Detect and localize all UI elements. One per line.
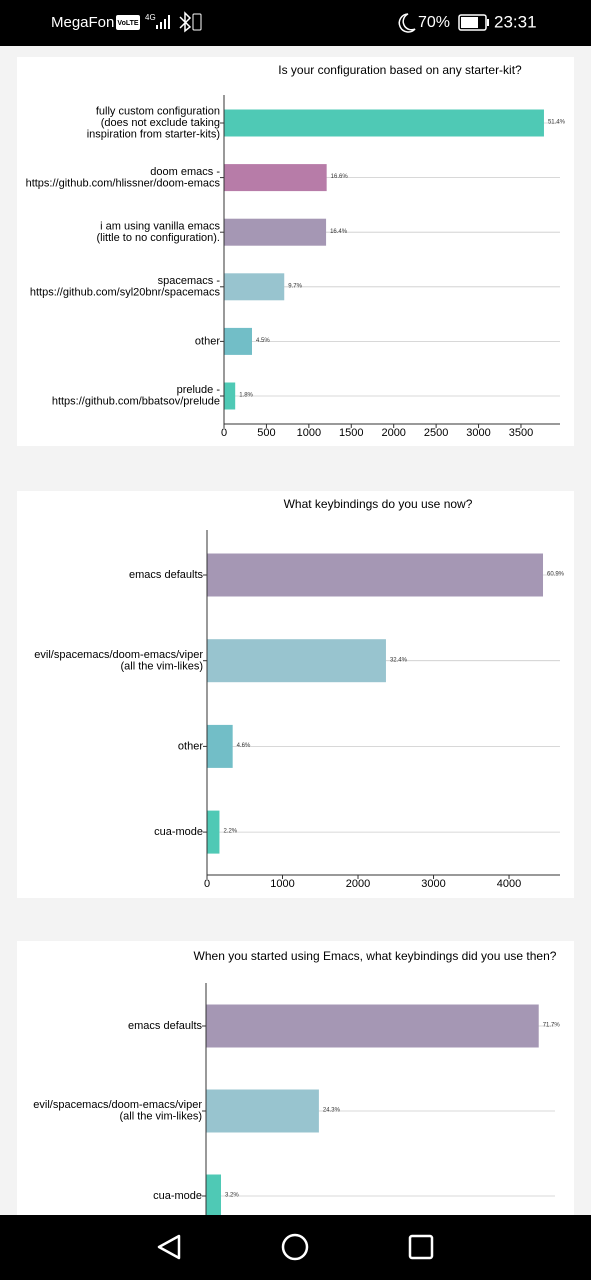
x-tick-label: 4000 <box>497 878 521 890</box>
category-label: https://github.com/hlissner/doom-emacs <box>26 177 221 189</box>
bar <box>207 810 220 854</box>
category-label: emacs defaults <box>128 1020 202 1032</box>
x-tick-label: 0 <box>204 878 210 890</box>
bar <box>206 1004 539 1048</box>
bar <box>206 1174 222 1215</box>
percent-label: 4.6% <box>237 743 251 749</box>
category-label: https://github.com/bbatsov/prelude <box>52 396 220 408</box>
chart-title: Is your configuration based on any start… <box>278 63 522 77</box>
percent-label: 1.8% <box>239 393 253 399</box>
x-tick-label: 1500 <box>339 427 363 439</box>
category-label: (all the vim-likes) <box>119 1111 202 1123</box>
category-label: emacs defaults <box>129 569 203 581</box>
status-bar: MegaFon VoLTE 4G 70% 23:31 <box>0 0 591 46</box>
charts: Is your configuration based on any start… <box>26 63 566 1215</box>
percent-label: 3.2% <box>225 1193 239 1199</box>
volte: VoLTE <box>117 20 138 27</box>
battery-tip <box>487 19 489 26</box>
category-label: other <box>178 740 203 752</box>
percent-label: 4.5% <box>256 338 270 344</box>
category-label: doom emacs - <box>150 166 220 178</box>
category-label: inspiration from starter-kits) <box>87 128 220 140</box>
category-label: (does not exclude taking <box>101 117 220 129</box>
chart: Is your configuration based on any start… <box>26 63 566 439</box>
status-bg <box>0 0 591 46</box>
category-label: https://github.com/syl20bnr/spacemacs <box>30 286 221 298</box>
category-label: i am using vanilla emacs <box>100 220 220 232</box>
bar <box>224 164 327 192</box>
percent-label: 32.4% <box>390 657 408 663</box>
category-label: evil/spacemacs/doom-emacs/viper <box>34 649 203 661</box>
time: 23:31 <box>494 12 537 31</box>
x-tick-label: 3500 <box>509 427 533 439</box>
bar <box>207 639 386 683</box>
category-label: prelude - <box>177 384 221 396</box>
nav-bar <box>0 1215 591 1280</box>
category-label: fully custom configuration <box>96 105 220 117</box>
percent-label: 2.2% <box>223 829 237 835</box>
bar <box>206 1089 319 1133</box>
category-label: spacemacs - <box>158 275 221 287</box>
x-tick-label: 1000 <box>270 878 294 890</box>
percent-label: 24.3% <box>323 1108 341 1114</box>
battery-icon <box>458 14 487 31</box>
bluetooth-icon <box>179 11 192 33</box>
percent-label: 51.4% <box>548 120 566 126</box>
category-label: other <box>195 335 220 347</box>
signal-icon <box>156 15 170 29</box>
category-label: evil/spacemacs/doom-emacs/viper <box>33 1099 202 1111</box>
battery-text: 70% <box>418 14 450 31</box>
chart: What keybindings do you use now? 60.9% ema… <box>34 497 564 890</box>
x-tick-label: 0 <box>221 427 227 439</box>
percent-label: 60.9% <box>547 572 565 578</box>
moon-icon <box>398 13 416 33</box>
category-label: (little to no configuration). <box>96 232 220 244</box>
battery-level <box>461 17 478 28</box>
percent-label: 9.7% <box>288 283 302 289</box>
x-tick-label: 2000 <box>346 878 370 890</box>
percent-label: 71.7% <box>543 1023 561 1029</box>
chart: When you started using Emacs, what keybi… <box>33 949 561 1215</box>
vibrate-icon <box>192 13 202 31</box>
chart-title: When you started using Emacs, what keybi… <box>194 949 557 963</box>
nav-bg <box>0 1215 591 1280</box>
bar <box>224 327 252 355</box>
carrier: MegaFon <box>51 14 114 31</box>
bar <box>224 109 544 137</box>
bar <box>224 273 285 301</box>
x-tick-label: 3000 <box>421 878 445 890</box>
x-tick-label: 1000 <box>297 427 321 439</box>
home-button[interactable] <box>281 1233 309 1261</box>
chart-title: What keybindings do you use now? <box>284 497 473 511</box>
x-tick-label: 3000 <box>466 427 490 439</box>
card <box>17 491 574 898</box>
recents-button[interactable] <box>408 1234 434 1260</box>
bar <box>207 724 233 768</box>
bar <box>207 553 544 597</box>
category-label: (all the vim-likes) <box>120 660 203 672</box>
volte-badge <box>116 15 140 30</box>
bar <box>224 382 236 410</box>
bar <box>224 218 327 246</box>
network: 4G <box>145 13 156 22</box>
x-tick-label: 2000 <box>381 427 405 439</box>
back-button[interactable] <box>157 1234 181 1260</box>
category-label: cua-mode <box>153 1190 202 1202</box>
x-tick-label: 500 <box>257 427 275 439</box>
category-label: cua-mode <box>154 826 203 838</box>
percent-label: 16.4% <box>330 229 348 235</box>
percent-label: 16.6% <box>331 174 349 180</box>
x-tick-label: 2500 <box>424 427 448 439</box>
